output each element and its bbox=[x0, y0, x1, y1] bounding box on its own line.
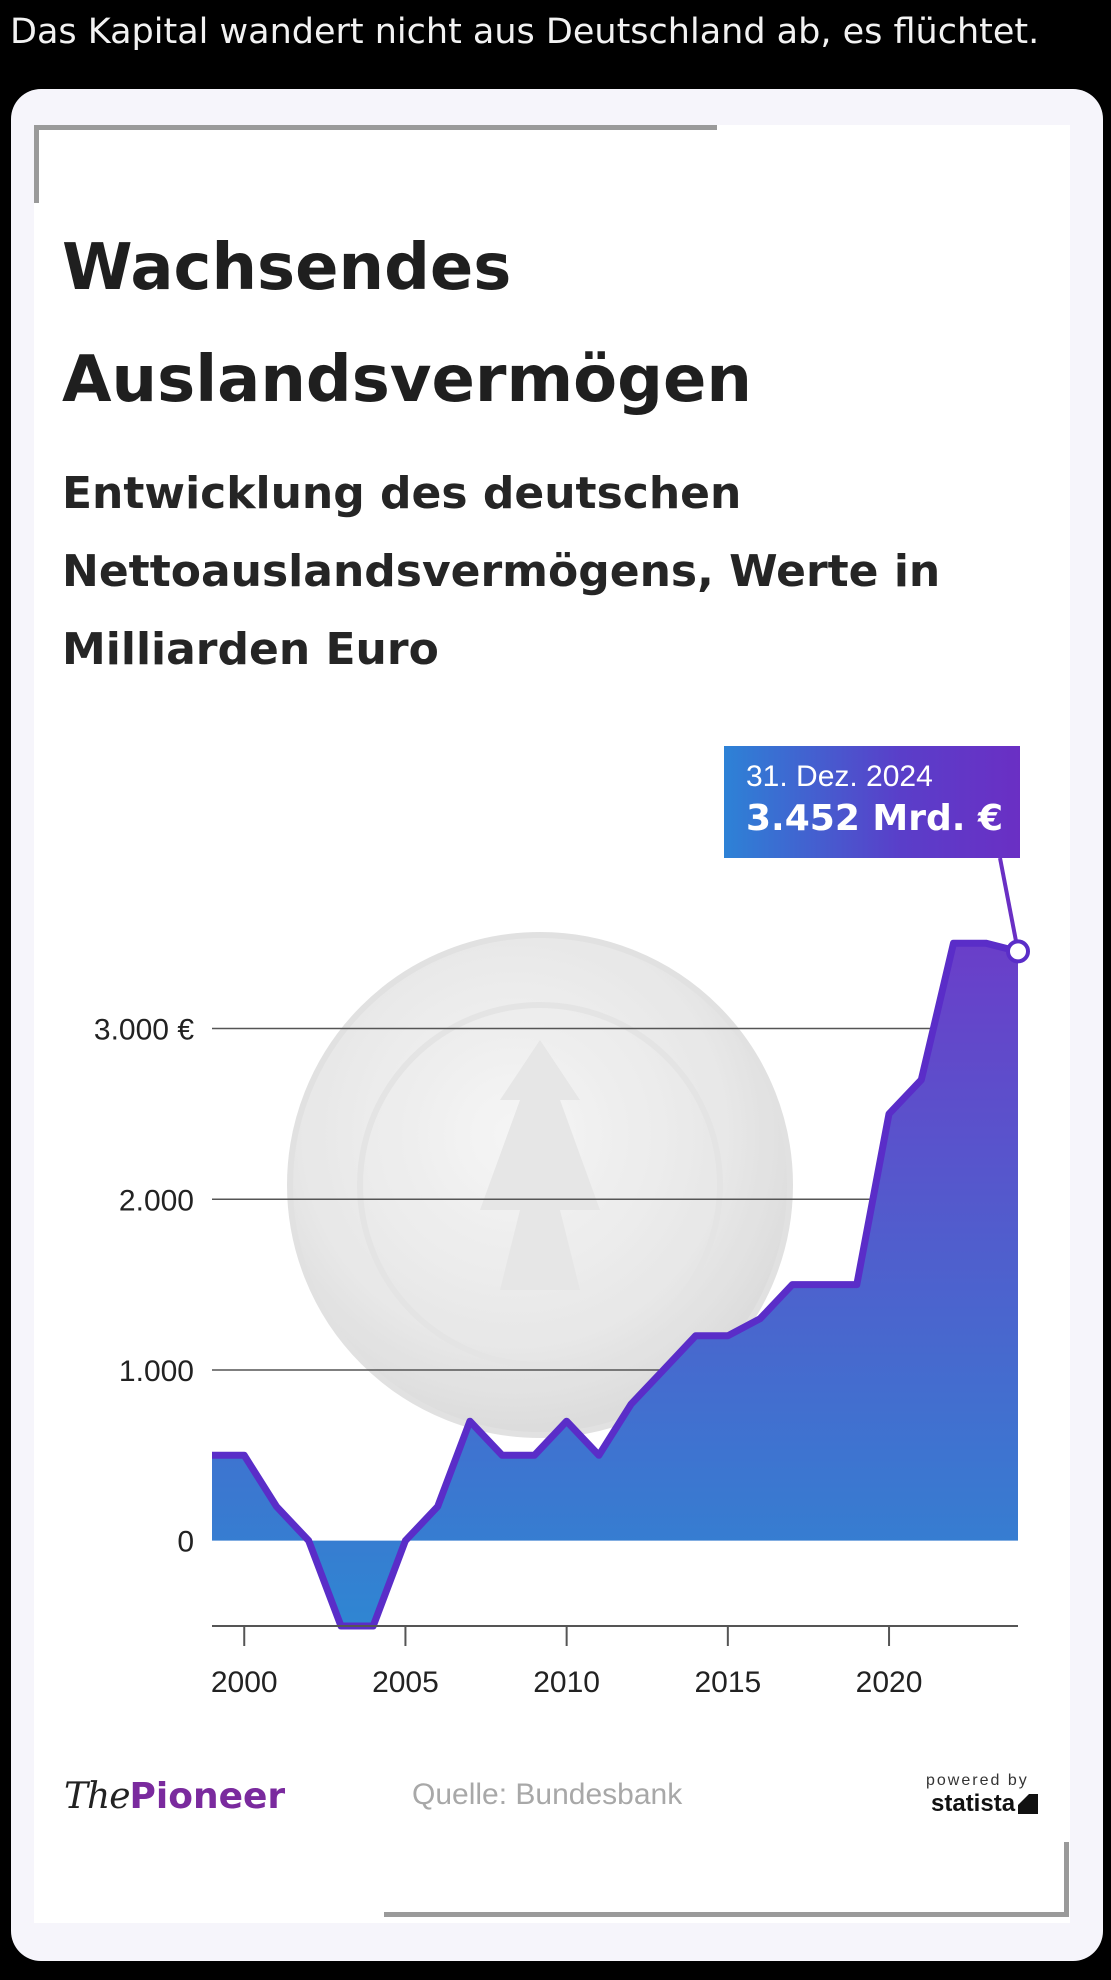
logo-pioneer: Pioneer bbox=[129, 1776, 286, 1817]
frame-corner-bottom-right-vertical bbox=[1064, 1842, 1069, 1917]
annotation-connector bbox=[998, 857, 1020, 952]
x-tick-label: 2020 bbox=[856, 1666, 923, 1699]
frame-corner-top-left bbox=[34, 125, 717, 130]
y-tick-label: 3.000 € bbox=[94, 1014, 194, 1047]
x-tick-label: 2010 bbox=[533, 1666, 600, 1699]
chart-subtitle: Entwicklung des deutschen Nettoauslandsv… bbox=[62, 455, 1042, 689]
post-text: Das Kapital wandert nicht aus Deutschlan… bbox=[10, 12, 1040, 52]
annotation-point bbox=[1006, 939, 1030, 964]
frame-corner-top-left-vertical bbox=[34, 125, 39, 203]
frame-corner-bottom-right bbox=[384, 1912, 1069, 1917]
area-fill bbox=[212, 943, 1018, 1626]
y-tick-label: 1.000 bbox=[119, 1355, 194, 1388]
statista-logo: statista bbox=[931, 1790, 1016, 1817]
chart-title: Wachsendes Auslandsvermögen bbox=[62, 212, 1042, 436]
x-tick-label: 2000 bbox=[211, 1666, 278, 1699]
thepioneer-logo: ThePioneer bbox=[64, 1772, 285, 1822]
euro-coin-icon bbox=[287, 932, 793, 1438]
powered-by-text: powered by bbox=[926, 1772, 1029, 1789]
chart-title-line-2: Auslandsvermögen bbox=[62, 343, 752, 417]
annotation-value: 3.452 Mrd. € bbox=[746, 798, 1004, 839]
y-tick-label: 0 bbox=[177, 1526, 194, 1559]
chart-subtitle-line-1: Entwicklung des deutschen bbox=[62, 468, 742, 519]
annotation-date: 31. Dez. 2024 bbox=[746, 760, 933, 793]
logo-the: The bbox=[64, 1776, 131, 1817]
annotation-box: 31. Dez. 2024 3.452 Mrd. € bbox=[724, 746, 1020, 858]
x-tick-label: 2005 bbox=[372, 1666, 439, 1699]
chart-subtitle-line-3: Milliarden Euro bbox=[62, 624, 439, 675]
source-text: Quelle: Bundesbank bbox=[412, 1778, 683, 1811]
x-tick-label: 2015 bbox=[694, 1666, 761, 1699]
chart-title-line-1: Wachsendes bbox=[62, 231, 512, 305]
chart-subtitle-line-2: Nettoauslandsvermögens, Werte in bbox=[62, 546, 941, 597]
y-tick-label: 2.000 bbox=[119, 1184, 194, 1217]
